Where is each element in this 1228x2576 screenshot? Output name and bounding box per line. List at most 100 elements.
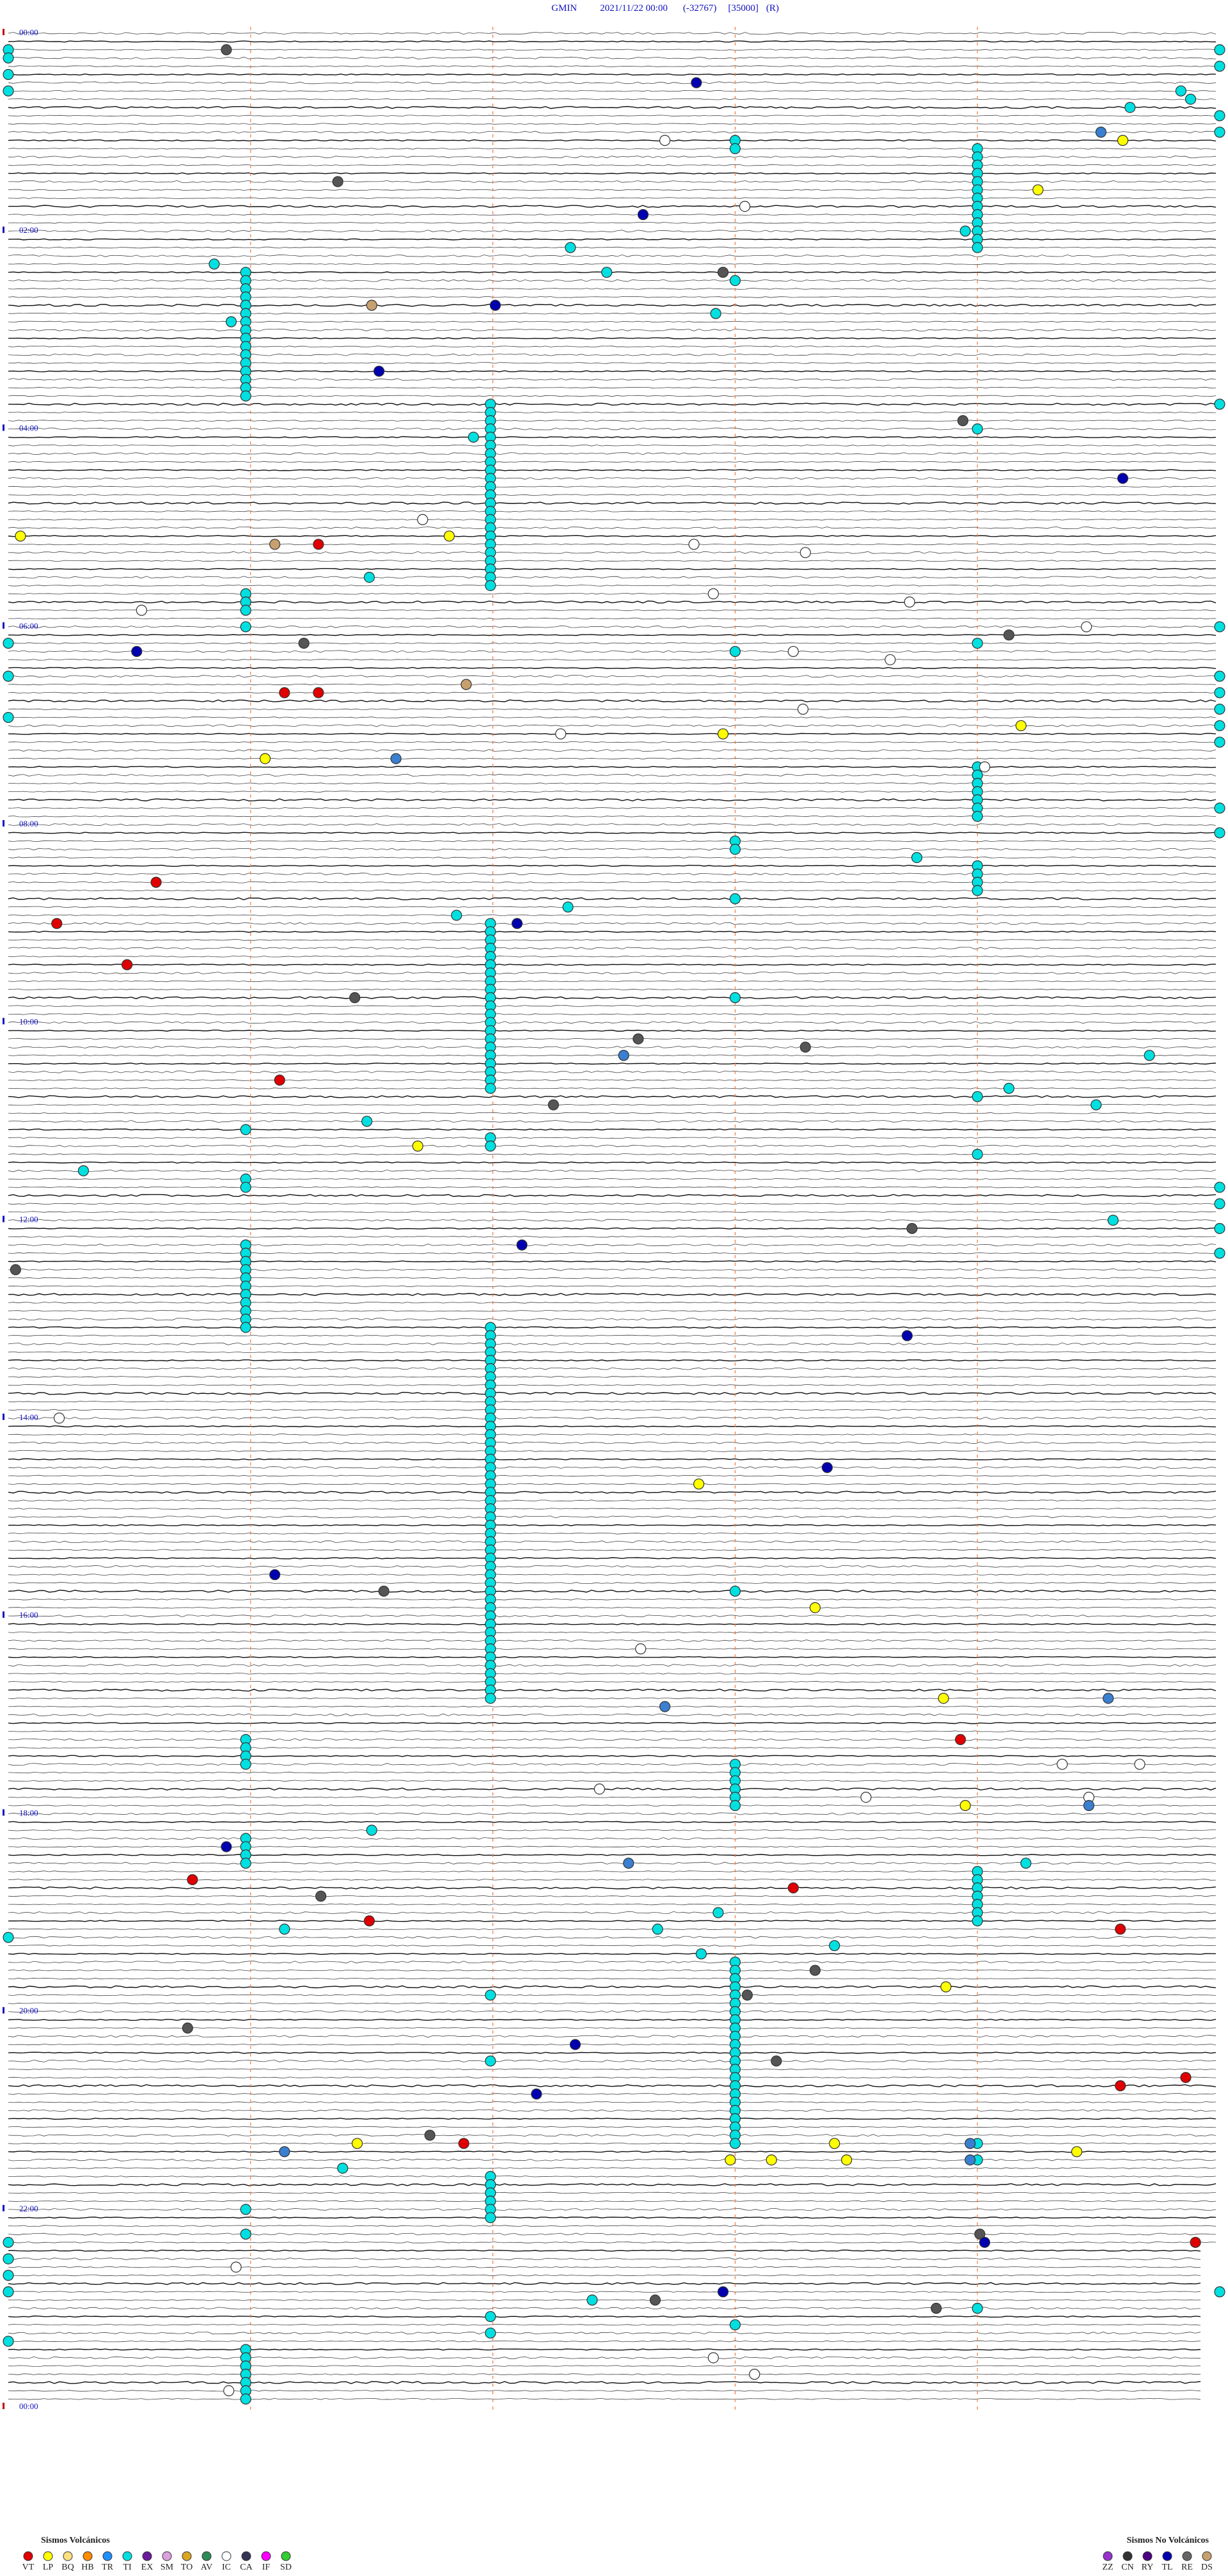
event bbox=[458, 2138, 469, 2149]
legend-swatch bbox=[142, 2551, 152, 2561]
event bbox=[240, 2393, 251, 2405]
trace bbox=[8, 1153, 1216, 1155]
event bbox=[240, 1124, 251, 1135]
trace bbox=[8, 2266, 1200, 2268]
legend-label: AV bbox=[201, 2563, 212, 2572]
trace bbox=[8, 222, 1216, 224]
trace bbox=[8, 1837, 1216, 1840]
trace bbox=[8, 1268, 1216, 1271]
event bbox=[361, 1116, 373, 1127]
trace bbox=[8, 807, 1216, 809]
trace bbox=[8, 1416, 1216, 1419]
trace bbox=[8, 1359, 1216, 1362]
event bbox=[787, 645, 799, 658]
event bbox=[451, 910, 462, 921]
trace bbox=[8, 741, 1216, 743]
event bbox=[1214, 1198, 1225, 1210]
trace bbox=[8, 609, 1216, 612]
trace bbox=[8, 1936, 1216, 1939]
trace bbox=[8, 1812, 1216, 1815]
trace bbox=[8, 205, 1216, 208]
scale: [35000] bbox=[728, 3, 759, 13]
event bbox=[390, 753, 402, 764]
event bbox=[618, 1050, 629, 1061]
event bbox=[485, 1989, 496, 2001]
trace bbox=[8, 971, 1216, 975]
event bbox=[363, 571, 375, 583]
trace bbox=[8, 1780, 1216, 1782]
event bbox=[741, 1989, 753, 2001]
event bbox=[809, 1964, 821, 1976]
title: GMIN 2021/11/22 00:00 (-32767) [35000] (R) bbox=[551, 3, 779, 13]
legend-swatch bbox=[63, 2551, 73, 2561]
legend-swatch bbox=[221, 2551, 232, 2561]
trace bbox=[8, 576, 1216, 579]
trace bbox=[8, 526, 1216, 530]
trace bbox=[8, 2216, 1216, 2219]
event bbox=[601, 267, 613, 278]
trace bbox=[8, 510, 1216, 512]
trace bbox=[8, 881, 1216, 883]
hour-marker bbox=[3, 424, 4, 431]
event bbox=[637, 209, 649, 221]
trace bbox=[8, 1540, 1216, 1544]
trace bbox=[8, 1244, 1216, 1247]
trace bbox=[8, 2076, 1216, 2079]
trace bbox=[8, 889, 1216, 892]
trace bbox=[8, 31, 1216, 35]
event bbox=[860, 1792, 872, 1803]
station: GMIN bbox=[551, 3, 577, 13]
trace bbox=[8, 1054, 1216, 1057]
event bbox=[562, 901, 574, 913]
trace bbox=[8, 1045, 1216, 1049]
trace bbox=[8, 444, 1216, 446]
trace bbox=[8, 2027, 1216, 2029]
event bbox=[594, 1783, 605, 1795]
event bbox=[225, 316, 237, 328]
trace bbox=[8, 560, 1216, 562]
trace bbox=[8, 1137, 1216, 1139]
trace bbox=[8, 2109, 1216, 2112]
trace bbox=[8, 1508, 1216, 1510]
trace bbox=[8, 642, 1216, 644]
trace bbox=[8, 1574, 1216, 1576]
event bbox=[209, 258, 220, 270]
trace bbox=[8, 1994, 1216, 1996]
hour-marker bbox=[3, 622, 4, 629]
trace bbox=[8, 1615, 1216, 1618]
event bbox=[652, 1924, 663, 1935]
event bbox=[1115, 2080, 1126, 2092]
hour-marker bbox=[3, 1809, 4, 1816]
event bbox=[1214, 1222, 1225, 1235]
trace bbox=[8, 791, 1216, 793]
trace bbox=[8, 2002, 1216, 2005]
trace bbox=[8, 675, 1216, 678]
trace bbox=[8, 2101, 1216, 2103]
event bbox=[315, 1890, 327, 1902]
trace bbox=[8, 1524, 1216, 1527]
trace bbox=[8, 1400, 1216, 1403]
trace bbox=[8, 1203, 1216, 1205]
event bbox=[3, 2335, 14, 2347]
trace bbox=[8, 2051, 1216, 2054]
event bbox=[729, 2319, 741, 2330]
trace bbox=[8, 832, 1216, 834]
trace bbox=[8, 56, 1216, 59]
event bbox=[906, 1222, 918, 1235]
trace bbox=[8, 2059, 1216, 2063]
event bbox=[1214, 704, 1225, 715]
event bbox=[1214, 687, 1225, 699]
event bbox=[938, 1693, 949, 1704]
trace bbox=[8, 1103, 1216, 1106]
hour-marker bbox=[3, 1215, 4, 1222]
trace bbox=[8, 873, 1216, 876]
event bbox=[691, 77, 702, 88]
trace bbox=[8, 2257, 1201, 2261]
legend-label: TI bbox=[123, 2563, 132, 2572]
legend-swatch bbox=[23, 2551, 33, 2561]
event bbox=[809, 1602, 821, 1613]
event bbox=[3, 711, 14, 723]
event bbox=[3, 52, 14, 64]
trace bbox=[8, 1112, 1216, 1114]
trace bbox=[8, 1655, 1216, 1659]
